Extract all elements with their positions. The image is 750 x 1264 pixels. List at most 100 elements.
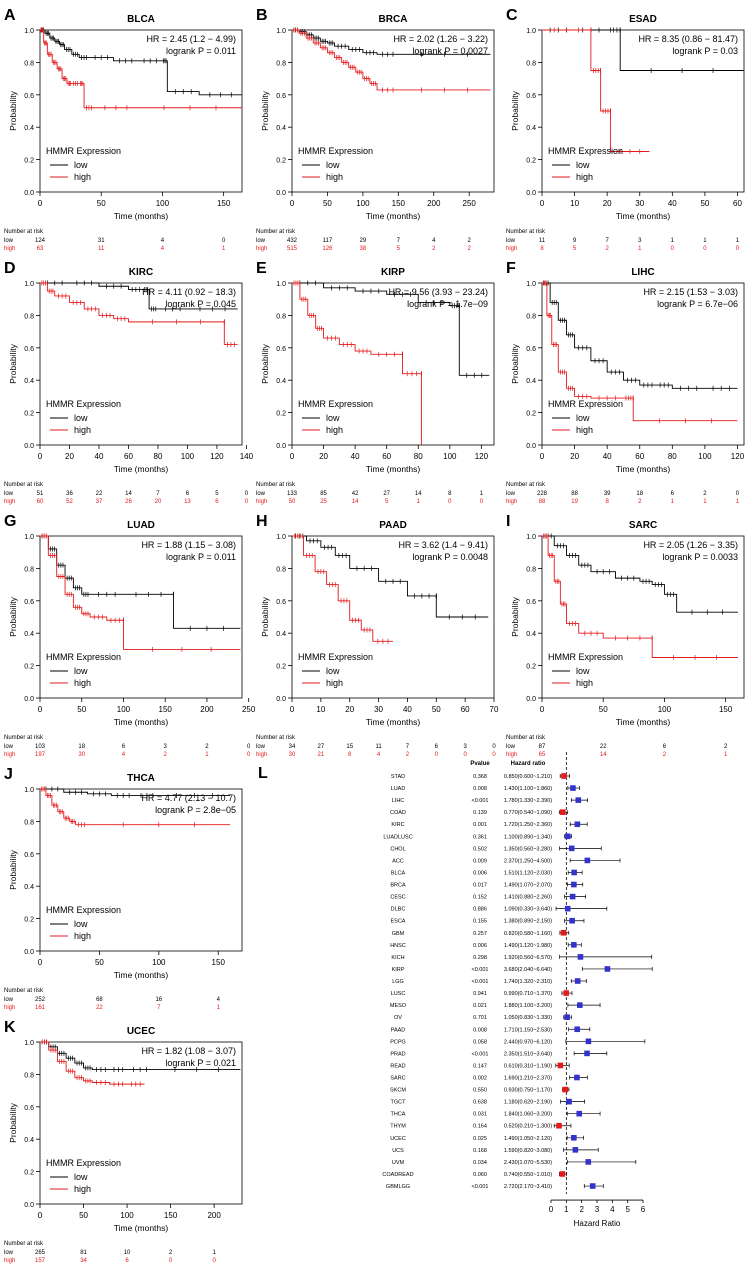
- hazard-ratio-point: [556, 1122, 562, 1129]
- y-tick-label: 0.0: [526, 190, 536, 197]
- pvalue-value: 0.257: [473, 931, 487, 937]
- y-tick-label: 0.4: [276, 631, 286, 638]
- cancer-label: TGCT: [391, 1100, 407, 1106]
- y-tick-label: 0.2: [526, 158, 536, 165]
- y-tick-label: 0.8: [526, 313, 536, 320]
- risk-count-low: 34: [289, 744, 296, 750]
- km-panel-a: A BLCA 0 50 100 150 0.0 0.2 0.4 0.6 0.8 1.0 Time (mo…: [4, 7, 243, 252]
- legend-label-high: high: [74, 678, 91, 688]
- hazard-ratio-point: [563, 990, 569, 996]
- y-tick-label: 0.8: [526, 566, 536, 573]
- forest-row: KIRP <0.001 3.680(2.040~6.640): [392, 966, 653, 973]
- risk-count-high: 22: [96, 1005, 103, 1011]
- x-tick-label: 0: [290, 452, 295, 461]
- risk-count-high: 1: [222, 246, 226, 252]
- panel-letter: A: [4, 7, 16, 24]
- forest-row: COADREAD 0.060 0.740(0.550~1.010): [382, 1171, 567, 1178]
- risk-count-high: 0: [736, 246, 740, 252]
- x-tick-label: 2: [579, 1205, 584, 1214]
- x-tick-label: 60: [382, 452, 391, 461]
- y-tick-label: 0.8: [24, 566, 34, 573]
- risk-count-high: 7: [157, 1005, 161, 1011]
- risk-row-label-high: high: [4, 1005, 15, 1011]
- risk-count-high: 65: [539, 752, 546, 758]
- x-axis-label: Time (months): [114, 717, 169, 727]
- hazard-ratio-value: 1.710(1.150~2.530): [504, 1027, 552, 1033]
- hazard-ratio-value: 0.930(0.750~1.170): [504, 1088, 552, 1094]
- risk-count-low: 6: [186, 491, 190, 497]
- y-tick-label: 0.4: [276, 378, 286, 385]
- x-tick-label: 120: [731, 452, 745, 461]
- logrank-p-text: logrank P = 0.011: [166, 46, 236, 56]
- forest-row: READ 0.147 0.610(0.310~1.190): [390, 1062, 570, 1069]
- hazard-ratio-point: [564, 1014, 570, 1020]
- x-tick-label: 150: [164, 1211, 178, 1220]
- x-tick-label: 50: [95, 958, 104, 967]
- y-tick-label: 0.6: [24, 93, 34, 100]
- x-tick-label: 6: [641, 1205, 646, 1214]
- legend-title: HMMR Expression: [548, 146, 623, 156]
- risk-count-high: 0: [492, 752, 496, 758]
- x-tick-label: 0: [540, 452, 545, 461]
- pvalue-value: 0.502: [473, 846, 487, 852]
- cancer-label: LIHC: [392, 798, 405, 804]
- y-tick-label: 1.0: [526, 534, 536, 541]
- x-tick-label: 100: [658, 705, 672, 714]
- hazard-ratio-value: 1.780(1.330~2.390): [504, 798, 552, 804]
- risk-table-label: Number at risk: [4, 482, 44, 488]
- x-axis-label: Time (months): [616, 211, 671, 221]
- risk-count-high: 19: [571, 499, 578, 505]
- risk-count-high: 2: [638, 499, 642, 505]
- x-tick-label: 200: [200, 705, 214, 714]
- risk-count-low: 22: [96, 491, 103, 497]
- y-tick-label: 0.2: [276, 664, 286, 671]
- risk-count-high: 4: [377, 752, 381, 758]
- x-tick-label: 150: [159, 705, 173, 714]
- logrank-p-text: logrank P = 6.7e−06: [657, 299, 738, 309]
- cancer-label: KIRC: [391, 822, 404, 828]
- risk-count-low: 5: [215, 491, 219, 497]
- legend-label-low: low: [74, 919, 88, 929]
- hazard-ratio-point: [560, 809, 566, 815]
- cancer-label: BRCA: [390, 883, 406, 889]
- y-axis-label: Probability: [8, 596, 18, 636]
- risk-count-low: 6: [122, 744, 126, 750]
- x-tick-label: 4: [610, 1205, 615, 1214]
- y-tick-label: 0.0: [526, 443, 536, 450]
- y-axis-label: Probability: [510, 343, 520, 383]
- y-tick-label: 0.4: [24, 631, 34, 638]
- pvalue-value: 0.139: [473, 810, 487, 816]
- risk-row-label-high: high: [506, 499, 517, 505]
- x-tick-label: 40: [603, 452, 612, 461]
- pvalue-value: 0.001: [473, 822, 487, 828]
- panel-letter: J: [4, 766, 13, 783]
- km-curve-high: [40, 29, 242, 109]
- risk-count-low: 0: [736, 491, 740, 497]
- cancer-label: PRAD: [390, 1051, 405, 1057]
- y-tick-label: 0.6: [24, 852, 34, 859]
- risk-count-high: 52: [66, 499, 73, 505]
- x-tick-label: 150: [719, 705, 733, 714]
- legend-label-low: low: [74, 160, 88, 170]
- y-tick-label: 0.6: [526, 346, 536, 353]
- y-tick-label: 0.6: [24, 1105, 34, 1112]
- x-tick-label: 20: [603, 199, 612, 208]
- pvalue-value: <0.001: [472, 979, 489, 985]
- risk-count-low: 4: [432, 238, 436, 244]
- panel-letter: C: [506, 7, 518, 24]
- x-tick-label: 1: [564, 1205, 569, 1214]
- plot-frame: [541, 282, 745, 446]
- hazard-ratio-text: HR = 1.82 (1.08 − 3.07): [141, 1046, 236, 1056]
- risk-count-high: 88: [539, 499, 546, 505]
- risk-count-high: 1: [417, 499, 421, 505]
- cancer-label: CESC: [390, 895, 405, 901]
- risk-count-low: 1: [480, 491, 484, 497]
- plot-frame: [541, 29, 745, 193]
- y-tick-label: 1.0: [24, 28, 34, 35]
- x-tick-label: 40: [668, 199, 677, 208]
- risk-count-low: 14: [415, 491, 422, 497]
- pvalue-value: 0.060: [473, 1172, 487, 1178]
- cancer-label: OV: [394, 1015, 402, 1021]
- risk-row-label-high: high: [4, 1258, 15, 1264]
- risk-count-high: 5: [573, 246, 577, 252]
